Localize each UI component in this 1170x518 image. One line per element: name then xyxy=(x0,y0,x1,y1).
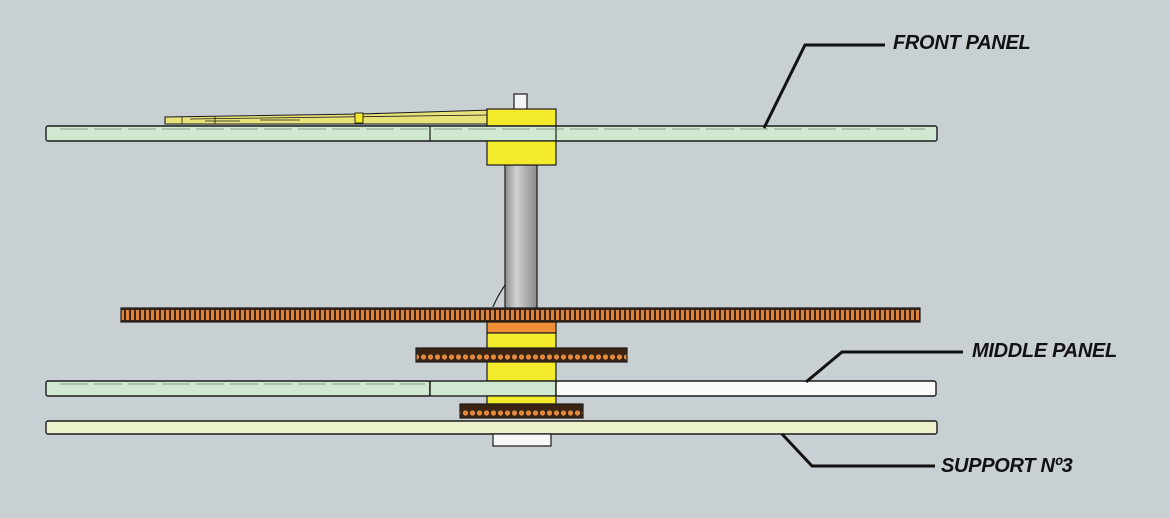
top-pin xyxy=(513,93,528,111)
front-panel-label: FRONT PANEL xyxy=(893,32,1031,54)
large-gear xyxy=(120,307,921,323)
support-panel xyxy=(45,420,938,435)
upper-small-gear xyxy=(415,347,628,363)
middle-bushing-lower xyxy=(486,395,557,405)
top-bushing xyxy=(486,108,557,127)
middle-panel-leader-line xyxy=(805,350,963,384)
front-panel-leader-line xyxy=(762,43,885,129)
shaft-wire xyxy=(492,284,506,308)
front-bushing-lower xyxy=(486,140,557,166)
support-leader-line xyxy=(780,432,935,468)
front-panel xyxy=(45,125,938,142)
hand-assembly xyxy=(164,109,501,125)
bottom-bushing xyxy=(492,433,552,447)
middle-panel-label: MIDDLE PANEL xyxy=(972,340,1117,362)
gear-hub-orange xyxy=(486,321,557,334)
lower-small-gear xyxy=(459,403,584,419)
central-shaft xyxy=(504,164,538,314)
support-label: SUPPORT Nº3 xyxy=(941,455,1073,477)
middle-panel xyxy=(45,380,937,397)
